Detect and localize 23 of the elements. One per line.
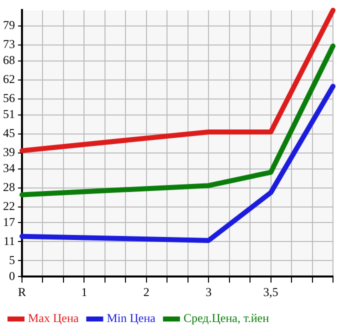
legend-label: Max Цена <box>28 311 80 326</box>
y-tick-label: 28 <box>3 180 15 194</box>
y-tick-label: 62 <box>3 72 15 86</box>
y-tick-label: 17 <box>3 214 15 229</box>
x-tick-label: 2 <box>143 284 150 299</box>
y-tick-label: 5 <box>9 252 15 267</box>
y-tick-label: 68 <box>3 53 15 68</box>
legend-label: Min Цена <box>106 311 156 326</box>
y-tick-label: 34 <box>3 160 15 175</box>
x-tick-label: 3,5 <box>263 284 278 299</box>
y-tick-label: 0 <box>9 268 15 283</box>
y-tick-label: 39 <box>3 145 15 160</box>
y-tick-label: 51 <box>3 107 15 122</box>
y-tick-label: 22 <box>3 198 15 213</box>
x-tick-label: 3 <box>206 284 212 299</box>
y-tick-label: 11 <box>3 234 15 248</box>
y-tick-label: 73 <box>3 37 15 52</box>
y-tick-label: 79 <box>3 18 15 32</box>
y-tick-label: 56 <box>3 91 15 106</box>
x-tick-label: R <box>18 284 26 299</box>
legend-label: Сред.Цена, т.йен <box>183 311 270 326</box>
x-tick-label: 1 <box>81 284 88 299</box>
y-tick-label: 45 <box>3 126 15 140</box>
